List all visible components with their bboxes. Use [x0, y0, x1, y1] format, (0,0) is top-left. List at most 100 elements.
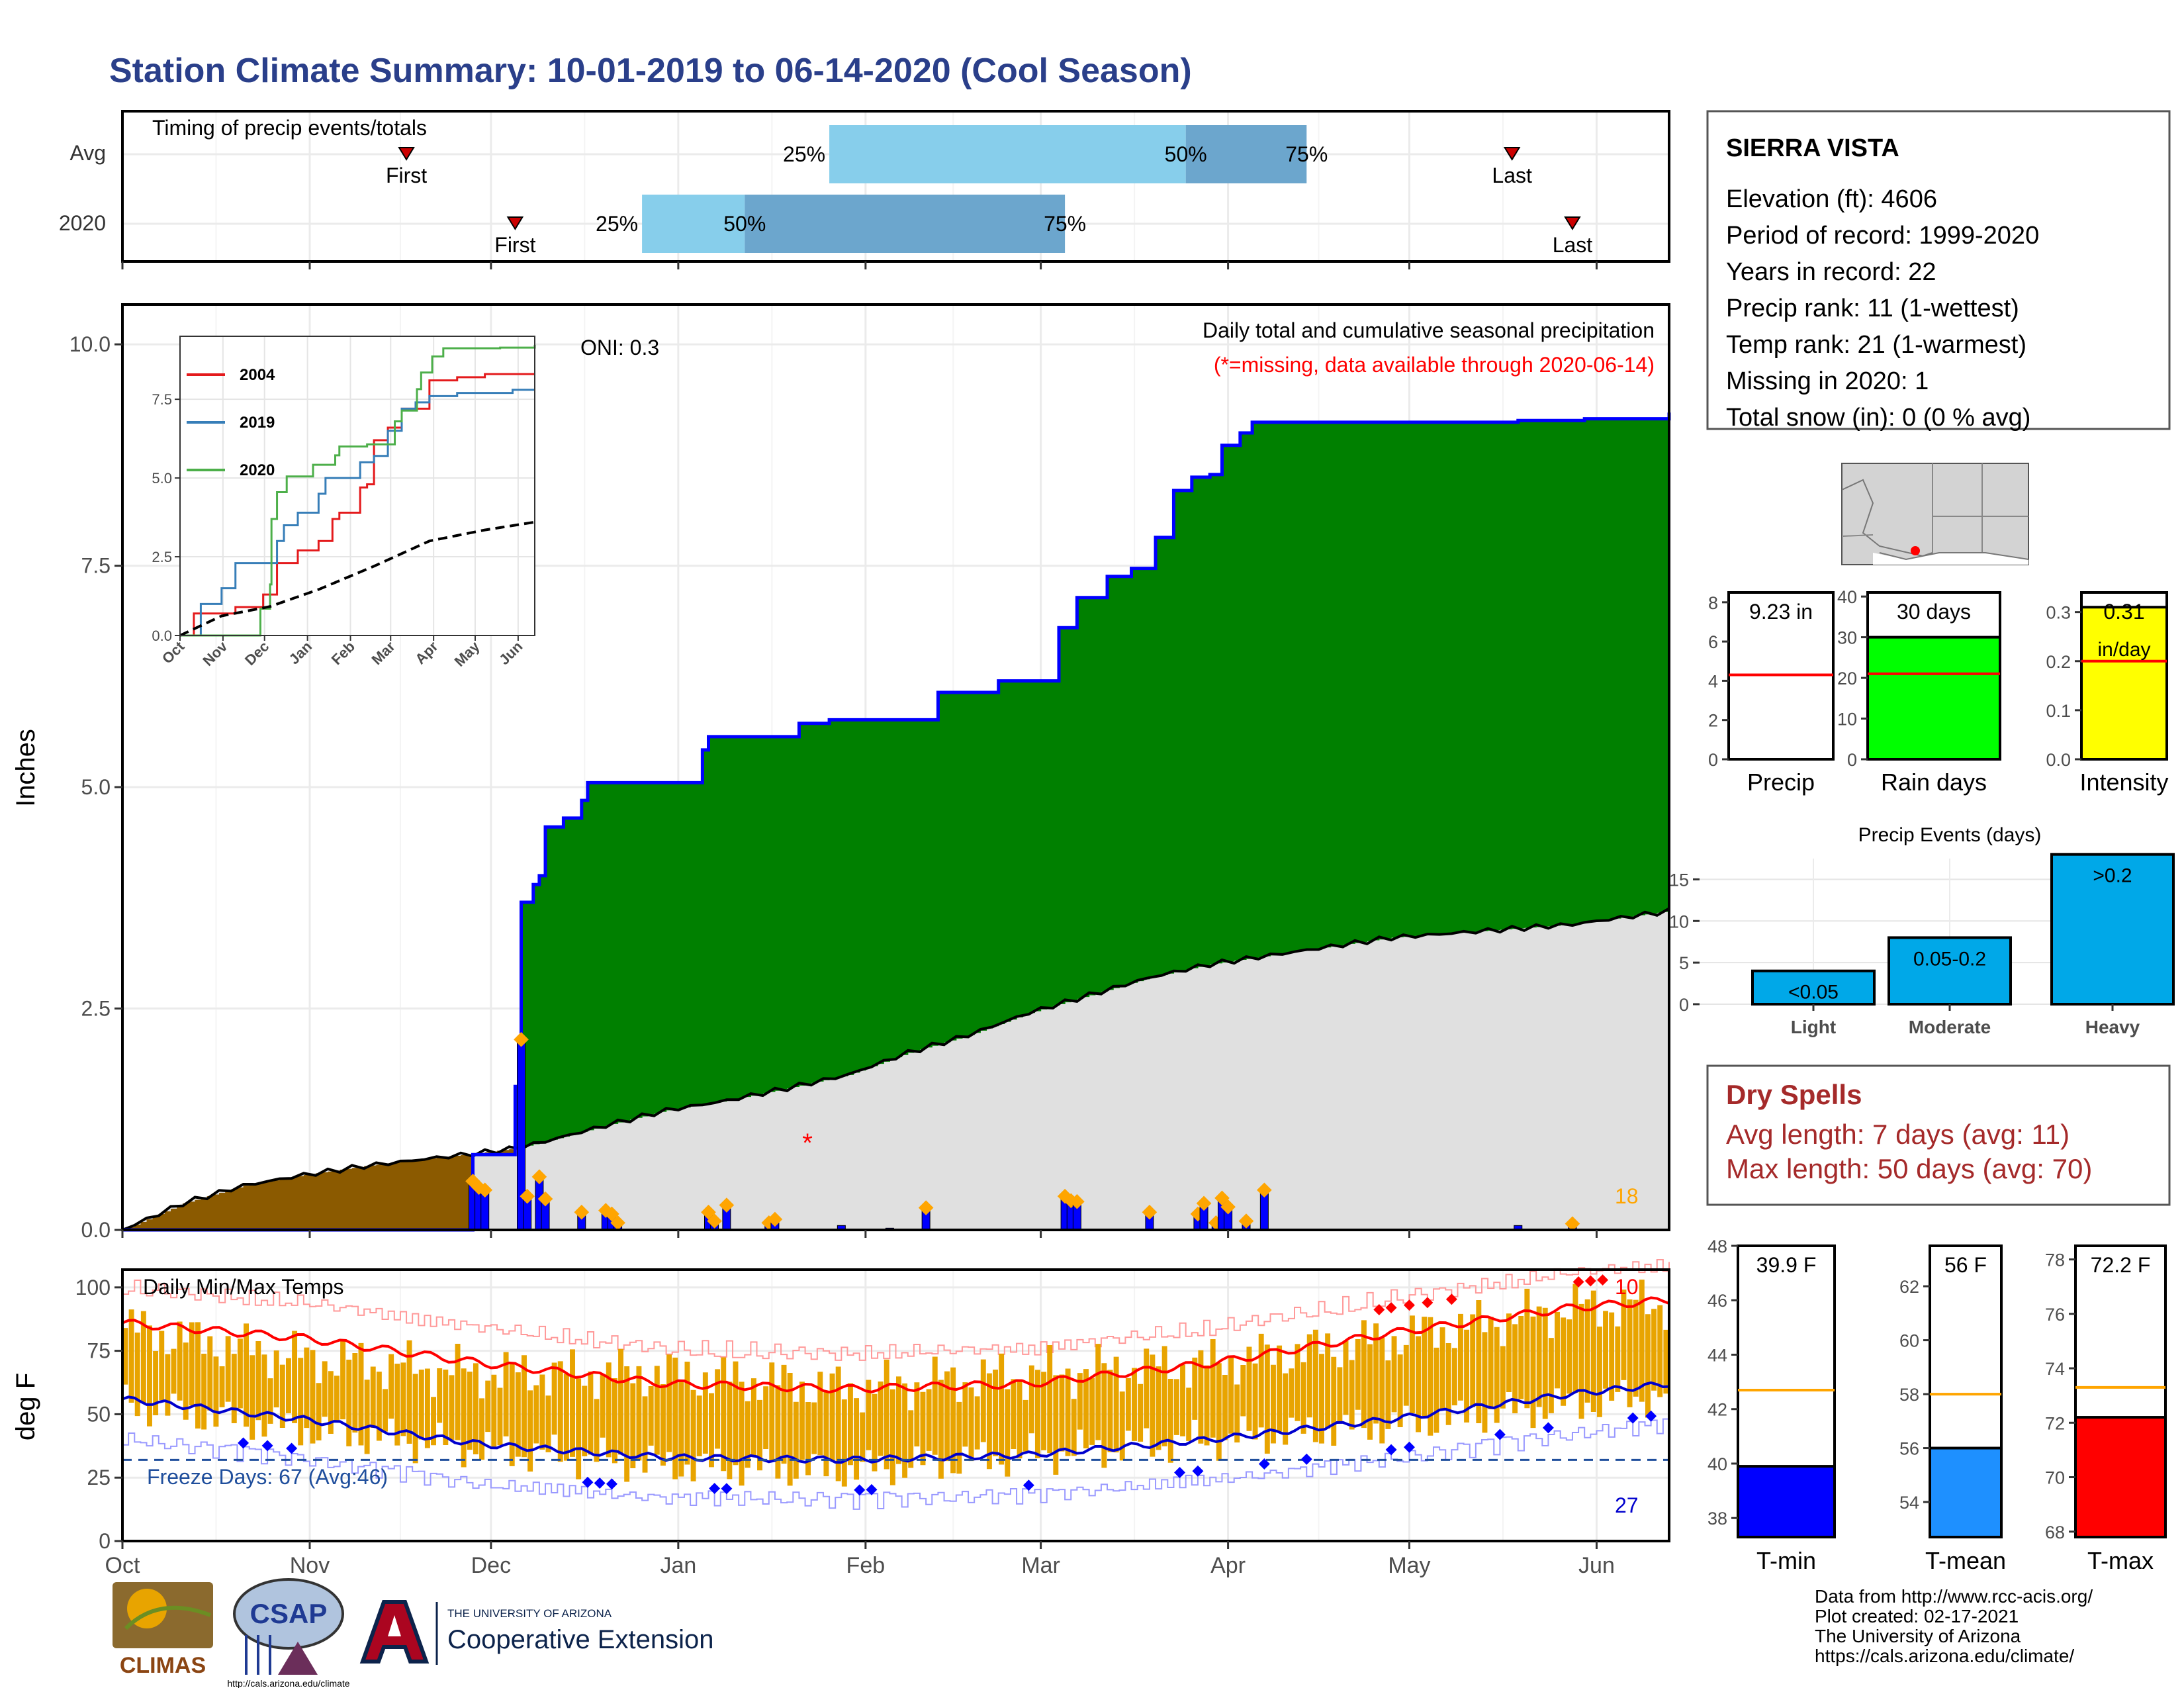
csap-url: http://cals.arizona.edu/climate: [227, 1678, 349, 1688]
cooperative-extension: Cooperative Extension: [447, 1625, 713, 1654]
summary-rain-days-ytick-label: 30: [1837, 628, 1857, 648]
record-low-marker: [866, 1483, 878, 1495]
summary-precip-ytick-label: 8: [1708, 593, 1718, 613]
summary-t-min-ytick-label: 48: [1707, 1237, 1727, 1256]
summary-t-max: 68 70 72 74 76 78 72.2 F T-max: [2045, 1244, 2167, 1574]
precip-panel-title: Daily total and cumulative seasonal prec…: [1203, 318, 1655, 342]
precip-ytick-label: 5.0: [81, 775, 111, 799]
inset-frame: [179, 336, 535, 636]
quartile-label: 75%: [1285, 142, 1328, 166]
dry-spells: Dry Spells Avg length: 7 days (avg: 11) …: [1706, 1064, 2171, 1206]
summary-t-max-ytick-label: 70: [2045, 1468, 2065, 1488]
summary-intensity-value-bar: [2080, 606, 2168, 761]
temp-ylabel: deg F: [11, 1373, 40, 1440]
station-snow: Total snow (in): 0 (0 % avg): [1726, 404, 2030, 432]
events-ytick-label: 5: [1679, 953, 1689, 973]
summary-t-max-value-text: 72.2 F: [2091, 1253, 2151, 1277]
quartile-box-upper: [745, 195, 1066, 253]
precip-event-marker: [1069, 1194, 1085, 1209]
event-bar-label: >0.2: [2093, 865, 2132, 887]
page-title: Station Climate Summary: 10-01-2019 to 0…: [109, 52, 1192, 90]
summary-t-mean-ytick-label: 62: [1899, 1277, 1919, 1297]
events-ytick-label: 10: [1669, 912, 1689, 931]
summary-t-max-ytick-label: 76: [2045, 1305, 2065, 1325]
record-high-marker: [1597, 1274, 1609, 1286]
record-low-marker: [1300, 1453, 1312, 1465]
summary-t-mean-ytick-label: 58: [1899, 1385, 1919, 1405]
record-high-marker: [1572, 1276, 1584, 1288]
summary-rain-days-ytick-label: 0: [1847, 750, 1857, 770]
station-name: SIERRA VISTA: [1726, 134, 1899, 162]
event-category-label: Moderate: [1909, 1017, 1991, 1037]
month-tick-label: Feb: [846, 1553, 886, 1578]
avg-max-temp-line: [122, 1296, 1670, 1394]
precip-event-marker: [1565, 1216, 1580, 1231]
event-bar-label: 0.05-0.2: [1913, 948, 1986, 970]
timing-frame: [121, 110, 1670, 263]
summary-t-mean-ytick-label: 54: [1899, 1493, 1919, 1513]
cumulative-precip-line: [122, 412, 1671, 1232]
inset-xtick-label: May: [451, 637, 483, 669]
event-bar-light: [1751, 969, 1876, 1006]
dry-spells-max: Max length: 50 days (avg: 70): [1726, 1153, 2092, 1184]
summary-intensity-ytick-label: 0.2: [2046, 652, 2071, 672]
inset-ytick-label: 0.0: [152, 628, 172, 644]
summary-rain-days: 0 10 20 30 40 30 days Rain days: [1837, 587, 2001, 796]
first-event-marker: [398, 147, 415, 161]
summary-intensity-unit-text: in/day: [2097, 639, 2150, 661]
summary-t-mean-value-bar: [1929, 1446, 2003, 1539]
last_label-text: Last: [1492, 164, 1532, 187]
inset-xtick-label: Jun: [496, 638, 525, 668]
precip-ytick-label: 2.5: [81, 997, 111, 1021]
last-event-marker: [1503, 147, 1521, 161]
quartile-label: 50%: [723, 212, 766, 236]
summary-t-max-ytick-label: 74: [2045, 1359, 2065, 1379]
summary-t-min: 38 40 42 44 46 48 39.9 F T-min: [1707, 1237, 1836, 1574]
precip-event-marker: [1238, 1213, 1254, 1229]
summary-precip-ytick-label: 6: [1708, 632, 1718, 652]
credit-line: Plot created: 02-17-2021: [1815, 1606, 2019, 1626]
above-average-area: [515, 418, 1670, 1149]
record-high-marker: [1445, 1293, 1457, 1305]
summary-precip-value-text: 9.23 in: [1749, 600, 1813, 624]
summary-t-min-ytick-label: 38: [1707, 1509, 1727, 1528]
csap-logo: CSAP http://cals.arizona.edu/climate: [227, 1578, 350, 1688]
record-high-marker: [1373, 1304, 1385, 1316]
summary-bars: 0 2 4 6 8 9.23 in Precip 0 10 20 30 40 30 days Rain d…: [1708, 587, 2169, 796]
record-high-marker: [1422, 1297, 1433, 1309]
precip-event-marker: [719, 1197, 735, 1213]
precip-ytick-label: 7.5: [81, 554, 111, 578]
first-event-marker: [506, 216, 524, 230]
summary-rain-days-ytick-label: 40: [1837, 587, 1857, 607]
event-bar-heavy: [2050, 853, 2175, 1006]
summary-intensity-ytick-label: 0.1: [2046, 701, 2071, 721]
summary-t-max-ytick-label: 72: [2045, 1413, 2065, 1433]
inset-series-2019: [180, 389, 535, 637]
summary-t-mean: 54 56 58 60 62 56 F T-mean: [1899, 1244, 2006, 1574]
month-tick-label: Oct: [105, 1553, 140, 1578]
dry-spells-title: Dry Spells: [1726, 1079, 1862, 1110]
last_label-text: Last: [1553, 233, 1593, 257]
temp-ytick-label: 25: [87, 1466, 111, 1489]
summary-intensity-label: Intensity: [2079, 769, 2168, 796]
below-average-area: [122, 1149, 516, 1230]
quartile-label: 25%: [783, 142, 825, 166]
summary-t-max-label: T-max: [2087, 1547, 2154, 1574]
station-precip-rank: Precip rank: 11 (1-wettest): [1726, 295, 2019, 322]
summary-rain-days-label: Rain days: [1881, 769, 1987, 796]
inset-ytick-label: 5.0: [152, 470, 172, 487]
timing-row-label-2020: 2020: [59, 211, 106, 235]
record-low-marker: [582, 1476, 594, 1488]
summary-t-min-ytick-label: 46: [1707, 1291, 1727, 1311]
university-of-arizona-logo: THE UNIVERSITY OF ARIZONA Cooperative Ex…: [359, 1600, 713, 1665]
record-high-line: [122, 1259, 1670, 1361]
credits: Data from http://www.rcc-acis.org/ Plot …: [1815, 1586, 2093, 1666]
precip-event-marker: [1196, 1196, 1212, 1211]
daily-temp-range-bars: [122, 1280, 1669, 1487]
inset-legend-label: 2020: [240, 461, 275, 479]
record-high-marker: [1403, 1299, 1415, 1311]
precip-panel: 0.0 2.5 5.0 7.5 10.0 Inches ONI: 0.3 Daily t…: [11, 261, 1671, 1242]
precip-event-marker: [1220, 1199, 1236, 1215]
